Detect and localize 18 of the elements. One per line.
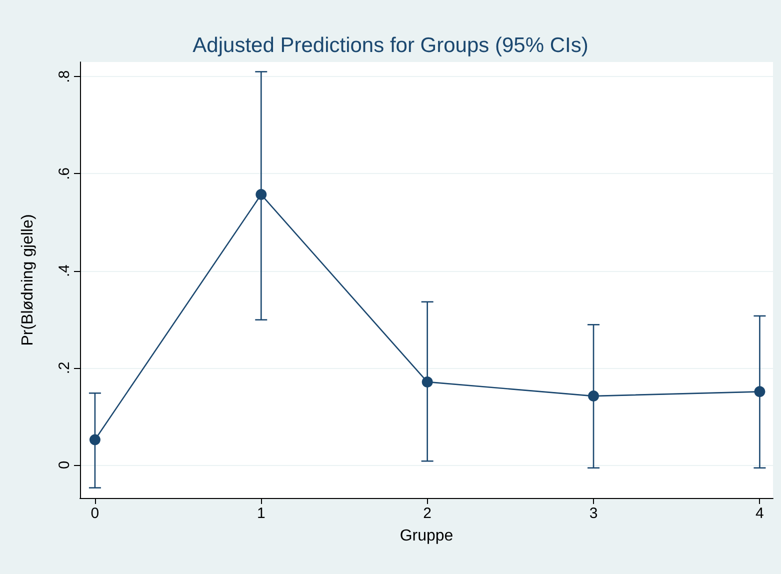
x-tick-label: 2 — [423, 505, 432, 522]
x-tick-label: 3 — [589, 505, 598, 522]
y-tick-label: .2 — [56, 362, 73, 374]
point — [588, 390, 600, 402]
point — [422, 376, 433, 388]
y-tick-label: .4 — [56, 264, 73, 278]
x-tick-label: 4 — [756, 505, 764, 522]
x-tick-label: 0 — [90, 505, 100, 522]
point — [256, 189, 267, 200]
x-axis-title: Gruppe — [400, 528, 454, 544]
chart-title: Adjusted Predictions for Groups (95% CIs) — [192, 34, 588, 57]
point — [754, 386, 766, 398]
y-tick-label: .6 — [56, 167, 73, 180]
y-tick-label: .8 — [56, 70, 73, 83]
y-tick-label: 0 — [56, 460, 73, 470]
y-axis-title: Pr(Blødning gjelle) — [20, 214, 36, 346]
x-tick-label: 1 — [256, 505, 266, 522]
point — [89, 434, 100, 446]
